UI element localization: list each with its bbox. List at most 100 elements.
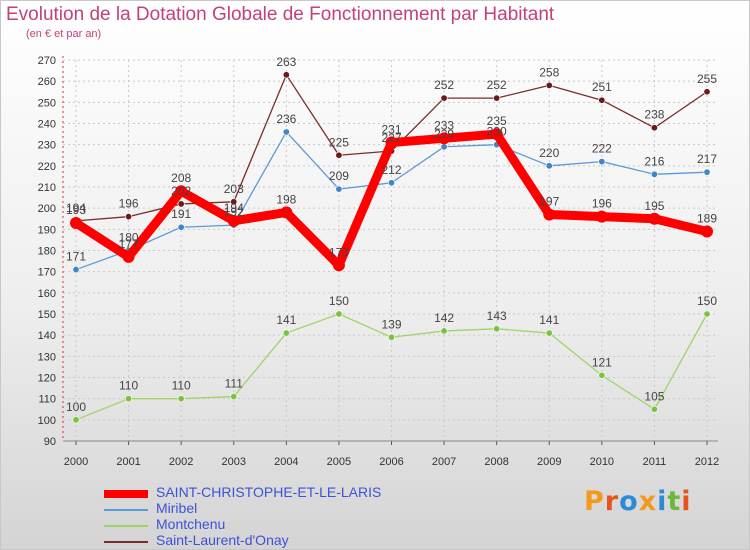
x-tick-label: 2002 xyxy=(169,456,193,468)
data-label: 105 xyxy=(644,389,664,403)
data-label: 173 xyxy=(329,245,349,259)
data-point xyxy=(650,405,658,413)
data-point xyxy=(438,132,451,145)
data-point xyxy=(440,327,448,335)
data-point xyxy=(335,185,343,193)
legend-swatch-montchenu xyxy=(104,525,148,527)
x-tick-label: 2009 xyxy=(537,456,561,468)
y-tick-label: 190 xyxy=(38,224,56,236)
chart-title: Evolution de la Dotation Globale de Fonc… xyxy=(6,4,555,25)
data-point xyxy=(595,210,608,223)
logo-letter: i xyxy=(657,486,668,517)
data-label: 139 xyxy=(381,317,401,331)
y-tick-label: 220 xyxy=(38,161,56,173)
data-label: 197 xyxy=(539,195,559,209)
logo-letter: t xyxy=(667,486,682,517)
data-point xyxy=(598,96,606,104)
data-point xyxy=(648,212,661,225)
data-point xyxy=(332,259,345,272)
x-tick-label: 2011 xyxy=(643,456,667,468)
logo-letter: x xyxy=(638,486,658,517)
data-label: 195 xyxy=(644,199,664,213)
data-point xyxy=(70,216,82,229)
data-label: 236 xyxy=(276,112,296,126)
y-tick-label: 200 xyxy=(38,203,56,215)
data-point xyxy=(545,81,553,89)
data-point xyxy=(177,223,185,231)
data-point xyxy=(493,325,501,333)
data-point xyxy=(177,200,185,208)
data-label: 110 xyxy=(119,379,138,393)
data-label: 252 xyxy=(434,78,454,92)
data-label: 233 xyxy=(434,118,454,132)
data-point xyxy=(440,94,448,102)
data-point xyxy=(230,393,238,401)
data-label: 189 xyxy=(697,211,717,225)
y-tick-label: 160 xyxy=(38,288,56,300)
data-label: 177 xyxy=(119,237,139,251)
data-point xyxy=(282,329,290,337)
data-label: 192 xyxy=(224,205,244,219)
y-tick-label: 110 xyxy=(38,394,56,406)
legend-swatch-miribel xyxy=(104,509,148,511)
data-label: 212 xyxy=(381,163,401,177)
x-tick-label: 2012 xyxy=(695,456,719,468)
data-point xyxy=(598,158,606,166)
y-tick-label: 100 xyxy=(38,415,56,427)
data-label: 216 xyxy=(644,154,664,168)
logo-letter: P xyxy=(584,486,605,517)
data-label: 225 xyxy=(329,135,349,149)
data-label: 141 xyxy=(539,313,559,327)
data-label: 121 xyxy=(592,355,612,369)
x-tick-label: 2005 xyxy=(327,456,351,468)
data-label: 263 xyxy=(276,55,296,69)
y-tick-label: 230 xyxy=(38,140,56,152)
data-label: 194 xyxy=(66,201,86,215)
legend-label: SAINT-CHRISTOPHE-ET-LE-LARIS xyxy=(156,484,382,500)
data-label: 171 xyxy=(66,250,86,264)
data-label: 143 xyxy=(487,309,507,323)
data-point xyxy=(385,136,398,149)
data-label: 252 xyxy=(487,78,507,92)
data-point xyxy=(387,179,395,187)
data-point xyxy=(703,88,711,96)
data-point xyxy=(387,333,395,341)
data-point xyxy=(230,198,238,206)
data-label: 235 xyxy=(487,114,507,128)
data-label: 208 xyxy=(171,171,191,185)
y-tick-label: 260 xyxy=(38,76,56,88)
data-label: 111 xyxy=(225,377,244,391)
x-tick-label: 2004 xyxy=(274,456,298,468)
x-tick-label: 2007 xyxy=(432,456,456,468)
x-tick-label: 2001 xyxy=(116,456,140,468)
data-label: 222 xyxy=(592,142,612,156)
y-tick-label: 270 xyxy=(38,55,56,67)
data-point xyxy=(125,395,133,403)
y-tick-label: 180 xyxy=(38,246,56,258)
data-point xyxy=(280,206,293,219)
y-tick-label: 140 xyxy=(38,330,56,342)
data-label: 258 xyxy=(539,65,559,79)
data-point xyxy=(543,208,556,221)
logo-letter: r xyxy=(604,486,620,517)
data-label: 191 xyxy=(171,207,191,221)
data-point xyxy=(703,310,711,318)
data-label: 196 xyxy=(592,197,612,211)
x-tick-label: 2010 xyxy=(590,456,614,468)
data-label: 217 xyxy=(697,152,717,166)
data-point xyxy=(175,185,188,198)
data-point xyxy=(335,310,343,318)
legend-label: Saint-Laurent-d'Onay xyxy=(156,532,289,548)
data-label: 100 xyxy=(66,400,86,414)
legend-swatch-saint-laurent xyxy=(104,541,148,543)
y-tick-label: 240 xyxy=(38,119,56,131)
data-label: 231 xyxy=(381,123,401,137)
logo-letter: o xyxy=(619,486,639,517)
x-tick-label: 2003 xyxy=(222,456,246,468)
x-tick-label: 2006 xyxy=(379,456,403,468)
data-label: 194 xyxy=(224,201,244,215)
data-point xyxy=(122,250,135,263)
data-point xyxy=(72,416,80,424)
data-label: 150 xyxy=(697,294,717,308)
